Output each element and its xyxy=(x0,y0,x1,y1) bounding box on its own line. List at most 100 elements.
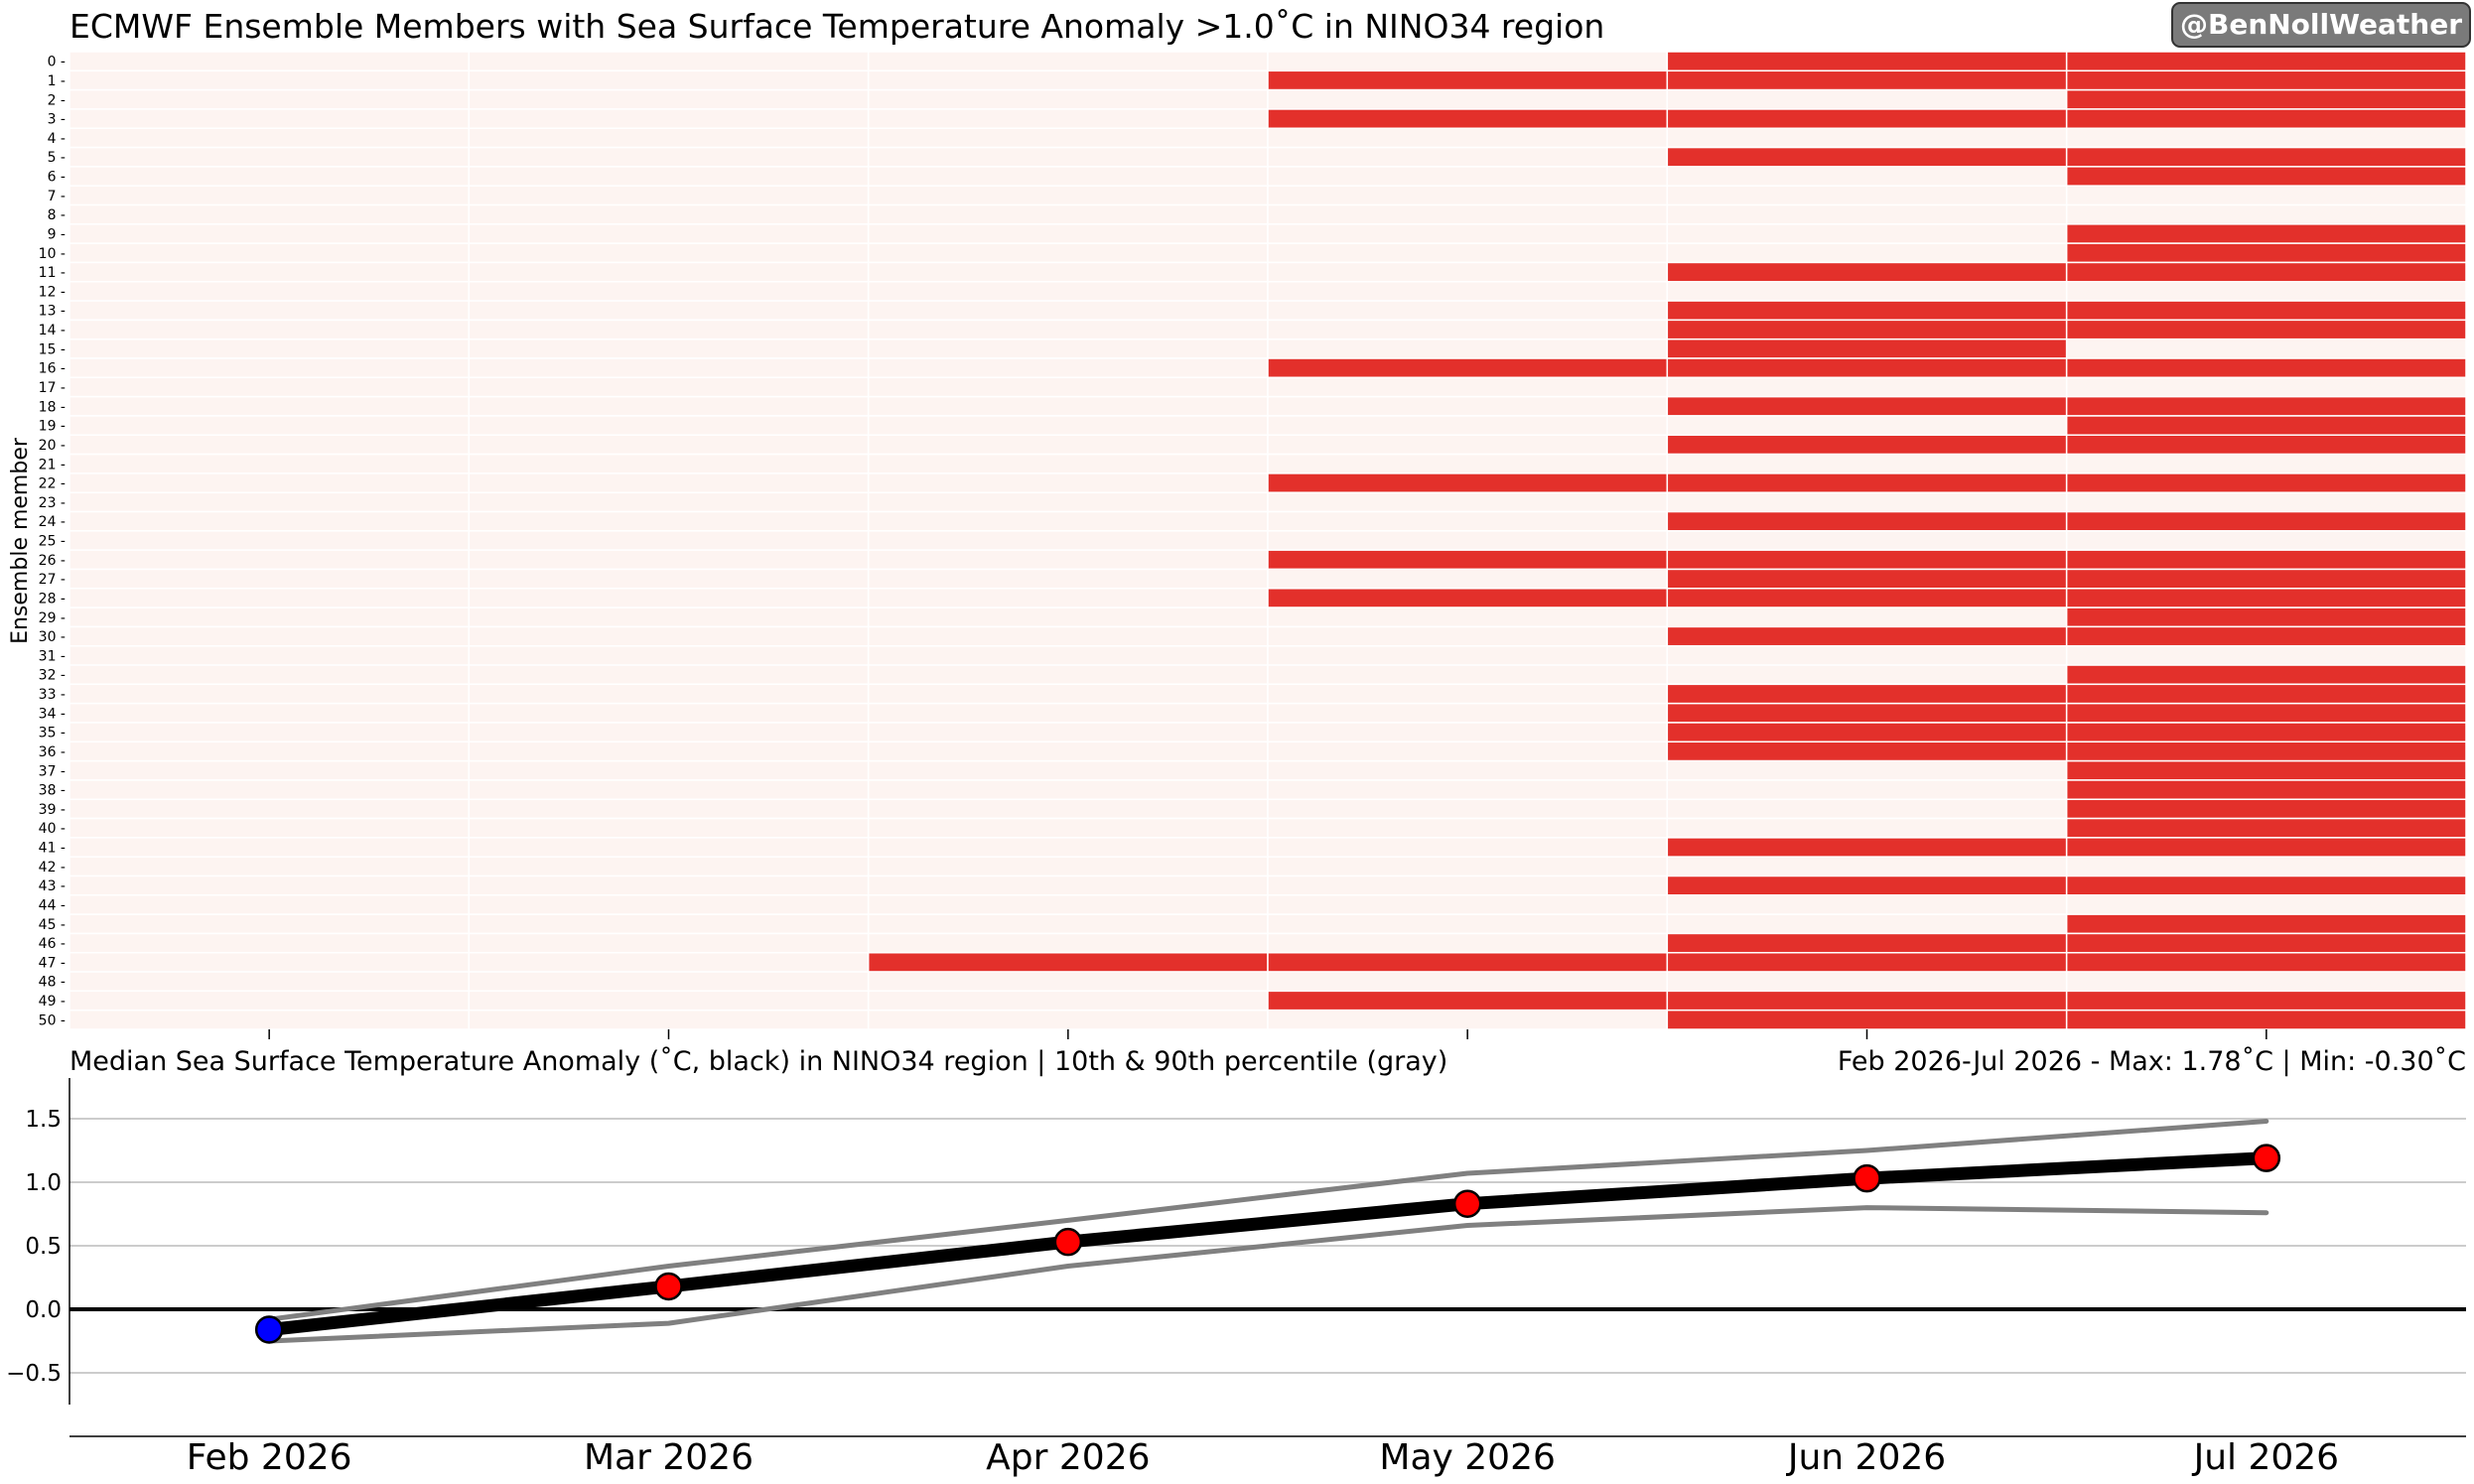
heatmap-cell xyxy=(468,108,870,130)
heatmap-cell xyxy=(2065,395,2467,417)
heatmap-cell xyxy=(468,319,870,340)
heatmap-cell xyxy=(867,281,1269,302)
heatmap-cell xyxy=(1267,88,1669,110)
heatmap-cell xyxy=(69,837,471,858)
heatmap-cell xyxy=(2065,664,2467,686)
heatmap-cell xyxy=(867,741,1269,762)
heatmap-cell xyxy=(69,415,471,437)
heatmap-cell xyxy=(867,759,1269,781)
heatmap-cell xyxy=(1267,510,1669,532)
heatmap-cell xyxy=(867,952,1269,973)
heatmap-cell xyxy=(2065,798,2467,820)
heatmap-cell xyxy=(1666,837,2068,858)
line-chart: −0.5 0.0 0.5 1.0 1.5 Feb 2026 Mar 2026 Apr 2026… xyxy=(6,1029,2466,1478)
heatmap-cell xyxy=(1666,702,2068,724)
heatmap-cell xyxy=(69,300,471,322)
heatmap-cell xyxy=(867,376,1269,398)
heatmap-cell xyxy=(1666,625,2068,647)
heatmap-cell xyxy=(468,203,870,225)
line-chart-title: Median Sea Surface Temperature Anomaly (… xyxy=(69,1046,1447,1077)
heatmap-cell xyxy=(468,530,870,551)
p10-line xyxy=(266,1205,2269,1344)
heatmap-cell xyxy=(468,741,870,762)
member-tick-label: 9 - xyxy=(48,226,66,242)
heatmap-cell xyxy=(1267,702,1669,724)
heatmap-cell xyxy=(468,491,870,513)
heatmap-cell xyxy=(1666,69,2068,91)
heatmap-cell xyxy=(2065,146,2467,168)
heatmap-cell xyxy=(1267,798,1669,820)
heatmap-cell xyxy=(867,108,1269,130)
heatmap-cell xyxy=(867,990,1269,1012)
heatmap-cell xyxy=(2065,491,2467,513)
heatmap-cell xyxy=(1666,894,2068,915)
heatmap-cell xyxy=(1666,108,2068,130)
heatmap-cell xyxy=(2065,607,2467,628)
heatmap-cell xyxy=(2065,357,2467,379)
heatmap-cell xyxy=(1267,337,1669,359)
heatmap-cell xyxy=(69,319,471,340)
member-tick-label: 38 - xyxy=(39,783,66,799)
heatmap-cell xyxy=(2065,952,2467,973)
median-point xyxy=(1853,1163,1881,1193)
heatmap-cell xyxy=(468,588,870,608)
heatmap-cell xyxy=(468,453,870,474)
heatmap-cell xyxy=(468,357,870,379)
member-tick-label: 47 - xyxy=(39,955,66,971)
member-tick-label: 39 - xyxy=(39,802,66,818)
heatmap-cell xyxy=(69,395,471,417)
heatmap-cell xyxy=(1666,376,2068,398)
heatmap-cell xyxy=(2065,337,2467,359)
heatmap-cell xyxy=(2065,281,2467,302)
member-tick-label: 10 - xyxy=(39,246,66,262)
heatmap-cell xyxy=(468,894,870,915)
member-tick-label: 48 - xyxy=(39,975,66,991)
heatmap-cell xyxy=(69,376,471,398)
heatmap-cell xyxy=(2065,932,2467,954)
heatmap-cell xyxy=(69,185,471,206)
heatmap-cell xyxy=(468,166,870,187)
member-tick-label: 19 - xyxy=(39,419,66,435)
member-tick-label: 17 - xyxy=(39,380,66,396)
median-point xyxy=(1053,1227,1083,1257)
heatmap-cell xyxy=(2065,875,2467,896)
member-tick-label: 50 - xyxy=(39,1012,66,1028)
heatmap-cell xyxy=(1666,664,2068,686)
heatmap-cell xyxy=(867,568,1269,590)
heatmap-cell xyxy=(867,837,1269,858)
heatmap-cell xyxy=(1267,568,1669,590)
member-tick-label: 46 - xyxy=(39,936,66,952)
heatmap-cell xyxy=(1666,261,2068,283)
member-tick-label: 44 - xyxy=(39,897,66,913)
heatmap-cell xyxy=(2065,51,2467,72)
heatmap-cell xyxy=(468,607,870,628)
heatmap-cell xyxy=(1666,453,2068,474)
heatmap-cell xyxy=(468,779,870,800)
heatmap-cell xyxy=(1666,759,2068,781)
x-tick-label: Jul 2026 xyxy=(2192,1437,2340,1478)
heatmap-cell xyxy=(2065,702,2467,724)
median-line xyxy=(262,1151,2273,1336)
y-tick-label: −0.5 xyxy=(6,1361,62,1387)
heatmap-cell xyxy=(468,817,870,839)
member-tick-label: 21 - xyxy=(39,457,66,472)
heatmap-cell xyxy=(2065,644,2467,666)
median-point xyxy=(254,1315,284,1344)
heatmap-cell xyxy=(1267,51,1669,72)
heatmap-cell xyxy=(2065,88,2467,110)
heatmap-cell xyxy=(69,741,471,762)
y-tick-label: 1.0 xyxy=(25,1170,62,1196)
heatmap-cell xyxy=(1666,472,2068,493)
member-tick-label: 34 - xyxy=(39,706,66,722)
heatmap-cell xyxy=(69,108,471,130)
member-tick-label: 7 - xyxy=(48,189,66,204)
heatmap-cell xyxy=(867,185,1269,206)
heatmap-cell xyxy=(1267,875,1669,896)
heatmap-cell xyxy=(468,69,870,91)
heatmap-cell xyxy=(1666,971,2068,993)
heatmap-cell xyxy=(867,664,1269,686)
heatmap-cell xyxy=(2065,69,2467,91)
member-tick-label: 43 - xyxy=(39,878,66,894)
heatmap-cell xyxy=(1666,242,2068,264)
